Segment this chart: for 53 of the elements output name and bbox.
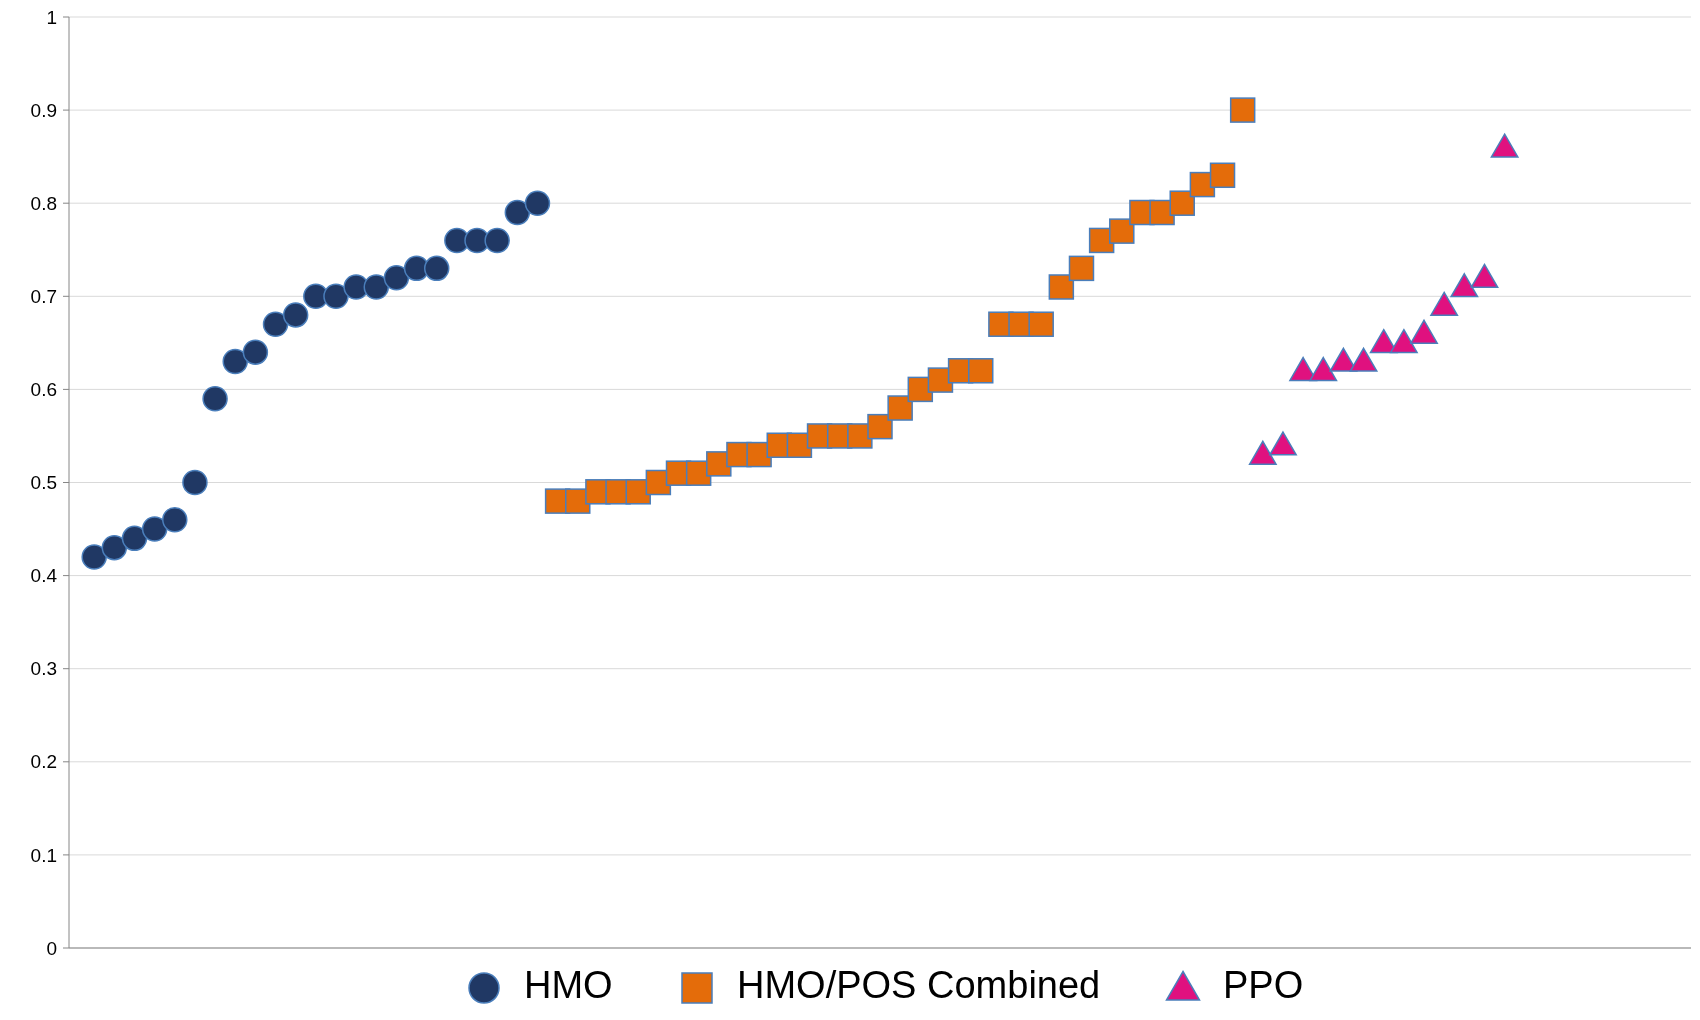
point	[1068, 255, 1095, 282]
point	[262, 311, 289, 337]
y-tick-label: 0.3	[30, 658, 57, 680]
point	[1169, 190, 1195, 216]
legend-label: PPO	[1223, 964, 1304, 1006]
point	[504, 199, 531, 226]
y-tick-label: 0	[46, 937, 57, 959]
point	[484, 227, 510, 254]
y-tick-label: 0.2	[30, 751, 57, 773]
point	[323, 283, 349, 310]
point	[1490, 133, 1519, 158]
point	[1430, 291, 1459, 316]
point	[222, 348, 248, 375]
y-tick-label: 0.9	[30, 99, 57, 121]
point	[101, 534, 128, 561]
point	[1109, 218, 1135, 244]
point	[1410, 319, 1438, 344]
point	[121, 525, 148, 552]
legend-label: HMO	[524, 964, 613, 1006]
y-tick-label: 0.6	[30, 379, 57, 401]
y-tick-label: 1	[46, 6, 57, 28]
point	[81, 544, 107, 570]
point	[1309, 356, 1338, 382]
point	[867, 413, 893, 440]
point	[1470, 263, 1499, 289]
point	[968, 358, 994, 384]
point	[242, 339, 269, 365]
point	[282, 302, 309, 328]
point	[363, 274, 390, 300]
point	[1450, 273, 1479, 298]
point	[1269, 431, 1297, 456]
point	[383, 264, 410, 291]
point	[162, 506, 188, 533]
y-tick-label: 0.1	[30, 844, 57, 866]
point	[182, 469, 208, 496]
y-tick-label: 0.8	[30, 192, 57, 214]
point	[343, 274, 369, 300]
point	[524, 190, 551, 216]
point	[1048, 274, 1075, 300]
y-tick-label: 0.7	[30, 285, 57, 307]
point	[1248, 440, 1277, 465]
point	[141, 516, 168, 542]
point	[1028, 311, 1054, 337]
point	[1209, 162, 1236, 189]
point	[202, 385, 228, 412]
point	[1229, 97, 1256, 123]
y-tick-label: 0.5	[30, 472, 57, 494]
y-tick-label: 0.4	[30, 565, 58, 587]
legend-label: HMO/POS Combined	[737, 964, 1101, 1006]
point	[1349, 347, 1378, 372]
point	[1389, 328, 1418, 354]
point	[887, 395, 913, 421]
point	[423, 255, 450, 282]
